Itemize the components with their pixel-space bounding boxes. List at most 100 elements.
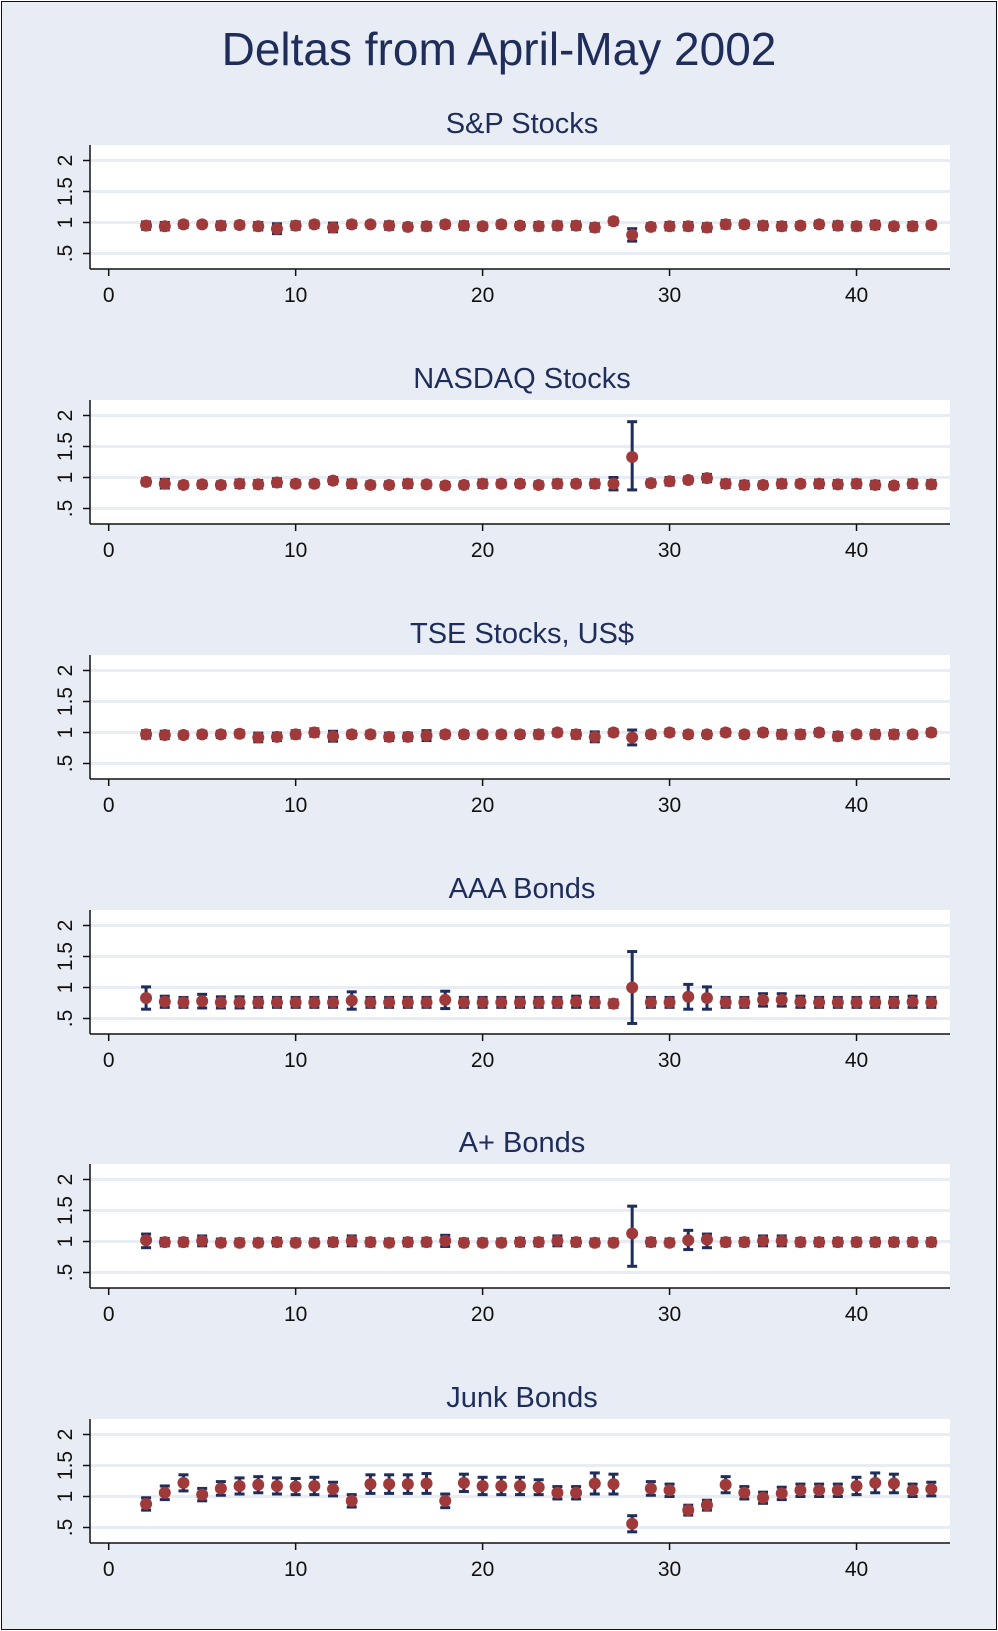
data-point bbox=[383, 478, 396, 491]
data-point bbox=[607, 215, 620, 228]
data-point bbox=[887, 996, 900, 1009]
data-point bbox=[308, 996, 321, 1009]
data-point bbox=[252, 731, 265, 744]
data-point bbox=[532, 478, 545, 491]
data-point bbox=[700, 1233, 713, 1246]
data-point bbox=[177, 1236, 190, 1249]
x-tick-label: 30 bbox=[658, 1558, 681, 1581]
data-point bbox=[140, 1234, 153, 1247]
data-point bbox=[626, 1227, 639, 1240]
data-point bbox=[327, 1483, 340, 1496]
data-point bbox=[327, 730, 340, 743]
y-tick-label: 1.5 bbox=[54, 177, 77, 206]
data-point bbox=[289, 1480, 302, 1493]
data-point bbox=[775, 993, 788, 1006]
data-point bbox=[607, 477, 620, 490]
data-point bbox=[813, 477, 826, 490]
panel-title: S&P Stocks bbox=[446, 108, 599, 140]
data-point bbox=[476, 477, 489, 490]
data-point bbox=[588, 996, 601, 1009]
x-tick-label: 0 bbox=[103, 539, 115, 562]
data-point bbox=[551, 996, 564, 1009]
x-tick-label: 20 bbox=[471, 539, 494, 562]
data-point bbox=[495, 1236, 508, 1249]
data-point bbox=[214, 1236, 227, 1249]
data-point bbox=[270, 222, 283, 235]
y-tick-label: 1 bbox=[54, 472, 77, 484]
data-point bbox=[813, 726, 826, 739]
data-point bbox=[719, 996, 732, 1009]
data-point bbox=[850, 1479, 863, 1492]
data-point bbox=[476, 220, 489, 233]
data-point bbox=[719, 726, 732, 739]
data-point bbox=[682, 728, 695, 741]
data-point bbox=[682, 473, 695, 486]
data-point bbox=[401, 996, 414, 1009]
data-point bbox=[607, 1236, 620, 1249]
data-point bbox=[532, 1481, 545, 1494]
data-point bbox=[514, 219, 526, 232]
data-point bbox=[270, 996, 283, 1009]
chart-panel-3: TSE Stocks, US$.511.520 10 20 30 40 bbox=[54, 618, 950, 817]
data-point bbox=[364, 218, 377, 231]
data-point bbox=[196, 218, 209, 231]
data-point bbox=[345, 1234, 358, 1247]
data-point bbox=[682, 1504, 695, 1517]
x-tick-label: 40 bbox=[845, 1303, 868, 1326]
data-point bbox=[364, 1236, 377, 1249]
data-point bbox=[626, 1517, 639, 1530]
data-point bbox=[420, 1477, 433, 1490]
data-point bbox=[345, 477, 358, 490]
data-point bbox=[831, 1484, 844, 1497]
data-point bbox=[700, 472, 713, 485]
data-point bbox=[289, 996, 302, 1009]
data-point bbox=[850, 728, 863, 741]
y-tick-label: 2 bbox=[54, 1429, 77, 1441]
data-point bbox=[495, 1479, 508, 1492]
data-point bbox=[457, 728, 470, 741]
data-point bbox=[532, 728, 545, 741]
x-tick-label: 20 bbox=[471, 794, 494, 817]
data-point bbox=[700, 992, 713, 1005]
data-point bbox=[757, 1234, 770, 1247]
x-tick-label: 10 bbox=[284, 794, 307, 817]
data-point bbox=[757, 219, 770, 232]
data-point bbox=[364, 478, 377, 491]
data-point bbox=[738, 1236, 751, 1249]
y-tick-label: 1.5 bbox=[54, 942, 77, 971]
data-point bbox=[794, 995, 807, 1008]
data-point bbox=[308, 1479, 321, 1492]
data-point bbox=[514, 477, 526, 490]
data-point bbox=[794, 1484, 807, 1497]
data-point bbox=[794, 477, 807, 490]
data-point bbox=[214, 1482, 227, 1495]
data-point bbox=[476, 728, 489, 741]
x-tick-label: 40 bbox=[845, 1049, 868, 1072]
x-tick-label: 30 bbox=[658, 794, 681, 817]
data-point bbox=[775, 1487, 788, 1500]
data-point bbox=[607, 726, 620, 739]
data-point bbox=[140, 475, 153, 488]
data-point bbox=[308, 218, 321, 231]
data-point bbox=[663, 475, 676, 488]
data-point bbox=[925, 1236, 938, 1249]
panel-title: A+ Bonds bbox=[459, 1127, 586, 1159]
data-point bbox=[644, 477, 657, 490]
data-point bbox=[495, 728, 508, 741]
data-point bbox=[401, 1236, 414, 1249]
data-point bbox=[270, 476, 283, 489]
data-point bbox=[738, 478, 751, 491]
data-point bbox=[140, 1497, 153, 1510]
data-point bbox=[401, 1478, 414, 1491]
x-tick-label: 20 bbox=[471, 1303, 494, 1326]
data-point bbox=[700, 221, 713, 234]
data-point bbox=[626, 451, 639, 464]
x-tick-label: 20 bbox=[471, 1049, 494, 1072]
data-point bbox=[420, 220, 433, 233]
data-point bbox=[850, 996, 863, 1009]
data-point bbox=[794, 728, 807, 741]
data-point bbox=[588, 1477, 601, 1490]
data-point bbox=[289, 477, 302, 490]
x-tick-label: 0 bbox=[103, 1303, 115, 1326]
